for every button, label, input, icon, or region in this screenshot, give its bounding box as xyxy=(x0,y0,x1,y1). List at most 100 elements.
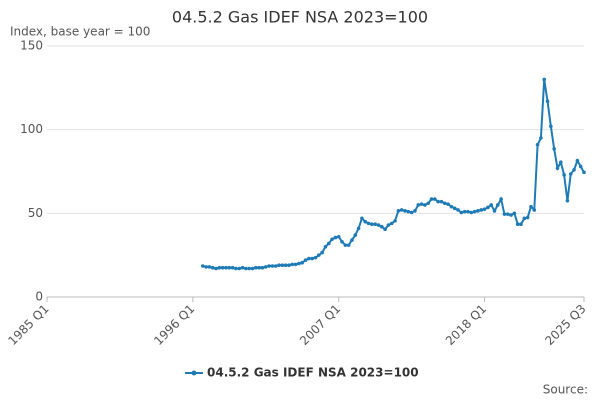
data-point xyxy=(237,266,242,271)
data-point xyxy=(336,234,341,239)
data-point xyxy=(459,210,464,215)
data-point xyxy=(416,203,421,207)
data-point xyxy=(250,266,255,271)
data-point xyxy=(270,264,275,268)
data-point xyxy=(552,147,556,151)
data-point xyxy=(346,243,351,247)
data-point xyxy=(515,222,520,227)
data-point xyxy=(373,222,377,227)
data-point xyxy=(522,216,527,221)
data-point xyxy=(379,224,384,229)
data-point xyxy=(539,136,543,140)
x-tick-label: 2018 Q1 xyxy=(443,302,489,348)
data-point xyxy=(456,208,460,212)
data-point xyxy=(287,263,291,268)
data-point xyxy=(482,207,487,211)
data-point xyxy=(532,208,537,212)
data-point xyxy=(436,199,440,204)
data-point xyxy=(353,233,358,237)
data-point xyxy=(509,213,513,217)
data-point xyxy=(360,216,364,221)
data-point xyxy=(433,197,437,201)
data-point xyxy=(366,221,371,226)
data-point xyxy=(210,265,215,270)
data-point xyxy=(466,209,470,214)
y-tick-label: 150 xyxy=(20,39,43,53)
x-tick-label: 2007 Q1 xyxy=(297,302,343,348)
data-point xyxy=(267,264,271,268)
data-point xyxy=(389,221,394,226)
data-point xyxy=(277,263,281,268)
data-point xyxy=(578,164,583,169)
data-point xyxy=(512,211,517,216)
data-point xyxy=(568,172,573,176)
data-point xyxy=(257,265,261,270)
data-point xyxy=(247,266,252,271)
data-point xyxy=(386,223,391,227)
data-point xyxy=(429,197,434,201)
data-point xyxy=(555,166,560,170)
data-point xyxy=(496,203,500,207)
data-point xyxy=(505,212,510,216)
data-point xyxy=(343,243,348,247)
data-point xyxy=(326,241,331,246)
data-point xyxy=(462,209,467,214)
data-point xyxy=(356,226,361,231)
data-point xyxy=(220,265,225,270)
y-tick-label: 0 xyxy=(35,290,43,304)
data-point xyxy=(442,201,447,206)
data-point xyxy=(393,219,397,223)
x-tick-label: 1996 Q1 xyxy=(151,302,197,348)
data-point xyxy=(204,265,208,269)
data-point xyxy=(350,238,354,242)
data-point xyxy=(519,222,523,227)
data-point xyxy=(207,265,212,269)
data-point xyxy=(582,170,586,175)
data-point xyxy=(399,208,404,212)
data-point xyxy=(409,210,414,215)
data-point xyxy=(263,265,268,269)
data-point xyxy=(200,264,205,268)
y-tick-label: 100 xyxy=(20,122,43,136)
data-point xyxy=(214,266,218,271)
x-tick-label: 1985 Q1 xyxy=(5,302,51,348)
data-point xyxy=(406,209,411,214)
data-point xyxy=(273,264,278,268)
data-point xyxy=(303,258,308,262)
data-point xyxy=(260,265,265,270)
data-point xyxy=(230,265,235,270)
data-point xyxy=(224,265,228,270)
data-point xyxy=(562,173,566,177)
data-point xyxy=(217,265,222,270)
data-point xyxy=(476,209,480,213)
data-point xyxy=(317,253,321,257)
data-point xyxy=(234,266,238,271)
data-point xyxy=(323,245,328,249)
data-point xyxy=(489,203,493,207)
data-point xyxy=(240,265,245,270)
data-point xyxy=(363,219,368,224)
data-point xyxy=(502,212,507,216)
data-point xyxy=(542,77,547,82)
data-point xyxy=(383,227,387,232)
data-point xyxy=(565,198,570,203)
y-axis-label: Index, base year = 100 xyxy=(10,25,150,39)
data-point xyxy=(376,223,381,227)
data-point xyxy=(549,124,553,129)
data-point xyxy=(525,215,530,220)
data-point xyxy=(529,204,533,209)
data-point xyxy=(423,203,427,207)
data-point xyxy=(469,210,474,215)
data-point xyxy=(300,260,305,265)
data-point xyxy=(492,209,497,213)
data-point xyxy=(403,209,407,213)
data-point xyxy=(413,209,417,213)
x-tick-label: 2025 Q3 xyxy=(542,302,588,348)
data-point xyxy=(575,158,580,163)
data-point xyxy=(227,265,232,270)
data-point xyxy=(340,239,344,244)
data-point xyxy=(370,222,374,227)
data-point xyxy=(293,262,298,267)
data-point xyxy=(297,261,301,266)
